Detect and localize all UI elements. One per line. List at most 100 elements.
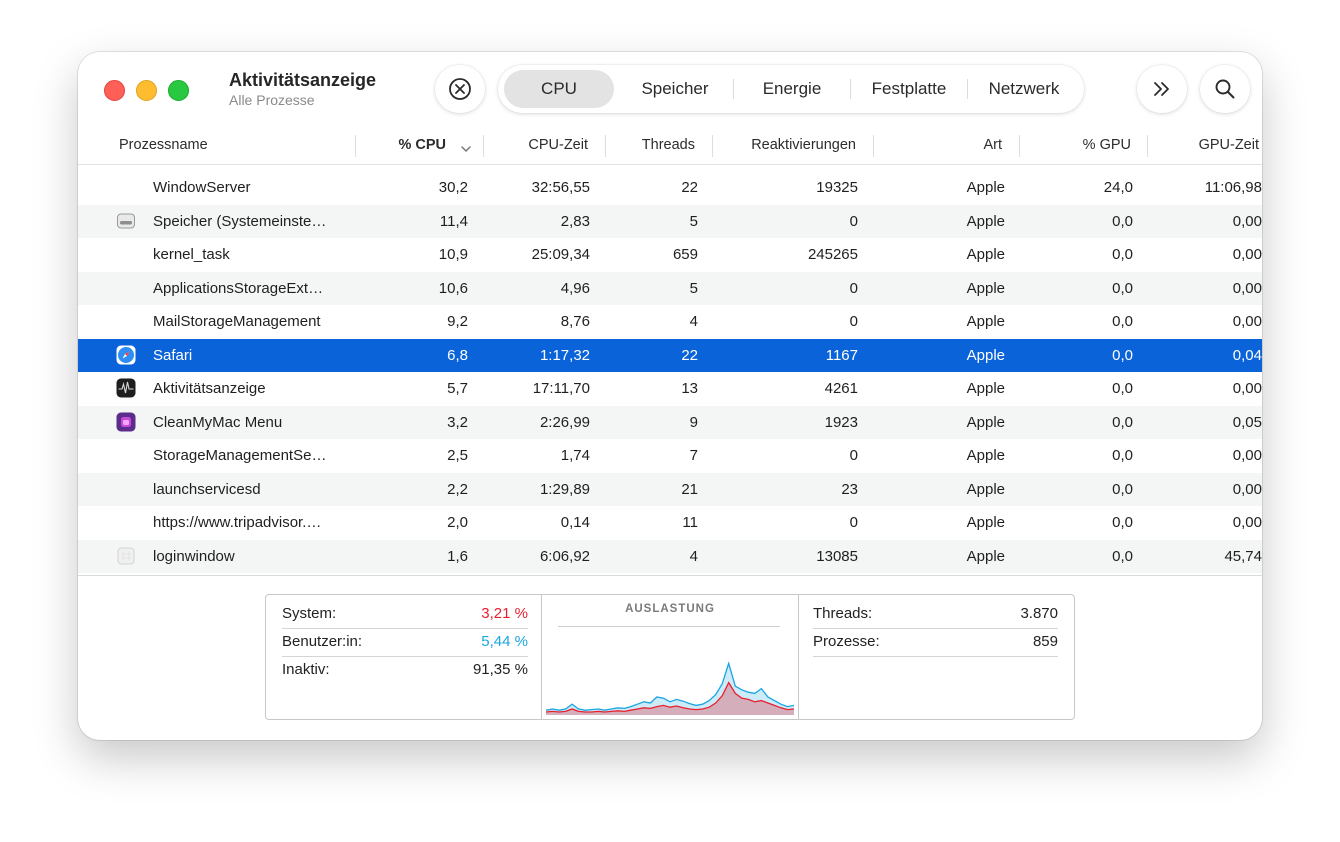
kind-cell: Apple [966,279,1005,297]
gpu-time-cell: 0,00 [1232,313,1262,330]
process-name-cell: ApplicationsStorageExt… [153,279,324,297]
table-row[interactable]: launchservicesd 2,2 1:29,89 21 23 Apple 0,0 0,0… [78,472,1262,506]
threads-cell: 11 [682,514,698,531]
table-row[interactable]: WindowServer 30,2 32:56,55 22 19325 Apple 24,0… [78,171,1262,205]
table-row[interactable]: ApplicationsStorageExt… 10,6 4,96 5 0 Apple 0,… [78,271,1262,305]
column-separator[interactable] [483,135,484,157]
column-header-cpu[interactable]: % CPU [398,137,446,153]
title-block: Aktivitätsanzeige Alle Prozesse [229,69,376,109]
process-name-cell: CleanMyMac Menu [153,413,283,431]
idle-stat: Inaktiv: 91,35 % [282,657,528,684]
column-separator[interactable] [712,135,713,157]
cpu-percent-cell: 30,2 [438,179,468,196]
column-header-cpu-time[interactable]: CPU-Zeit [528,137,588,153]
column-separator[interactable] [1019,135,1020,157]
close-window-button[interactable] [104,80,125,101]
cpu-time-cell: 2,83 [560,212,590,230]
column-header-threads[interactable]: Threads [641,137,695,153]
gpu-time-cell: 0,05 [1232,413,1262,431]
process-name-cell: kernel_task [153,246,230,263]
gpu-percent-cell: 24,0 [1103,179,1133,196]
user-label: Benutzer:in: [282,633,363,650]
load-chart: AUSLASTUNG [541,595,799,719]
process-name-cell: WindowServer [153,179,251,196]
cpu-percent-cell: 3,2 [447,413,468,431]
cpu-time-cell: 8,76 [560,313,590,330]
gpu-percent-cell: 0,0 [1112,480,1133,498]
tab-divider [733,79,734,99]
tab-festplatte[interactable]: Festplatte [871,79,947,98]
gpu-time-cell: 0,00 [1232,480,1262,498]
table-row[interactable]: Speicher (Systemeinste… 11,4 2,83 5 0 Apple 0,… [78,204,1262,238]
gpu-time-cell: 0,04 [1232,346,1262,364]
threads-value: 3.870 [1020,605,1058,622]
activity-monitor-icon [116,378,136,398]
table-row[interactable]: MailStorageManagement 9,2 8,76 4 0 Apple 0,0 0,… [78,305,1262,339]
table-row[interactable]: StorageManagementSe… 2,5 1,74 7 0 Apple 0,0 0,0… [78,439,1262,473]
zoom-window-button[interactable] [168,80,189,101]
column-header-kind[interactable]: Art [983,137,1002,153]
window-subtitle[interactable]: Alle Prozesse [229,92,315,108]
cpu-percent-cell: 1,6 [447,547,468,565]
cpu-percent-cell: 10,6 [438,279,468,297]
tab-netzwerk[interactable]: Netzwerk [988,79,1060,98]
table-row[interactable]: Safari 6,8 1:17,32 22 1167 Apple 0,0 0,04 [78,338,1262,372]
cpu-time-cell: 1,74 [560,447,590,464]
column-header-wakeups[interactable]: Reaktivierungen [751,137,856,153]
process-name-cell: loginwindow [153,547,235,565]
column-separator[interactable] [873,135,874,157]
table-row[interactable]: kernel_task 10,9 25:09,34 659 245265 Apple 0,0… [78,238,1262,272]
kind-cell: Apple [966,480,1005,498]
cpu-time-cell: 25:09,34 [531,246,590,263]
gpu-percent-cell: 0,0 [1112,212,1133,230]
cpu-percent-cell: 2,0 [447,514,468,531]
gpu-time-cell: 0,00 [1232,279,1262,297]
cpu-percent-cell: 9,2 [447,313,468,330]
wakeups-cell: 1923 [824,413,858,431]
gpu-percent-cell: 0,0 [1112,380,1133,397]
tab-energie[interactable]: Energie [762,79,822,98]
tab-cpu[interactable]: CPU [504,70,614,108]
threads-label: Threads: [813,605,873,622]
threads-cell: 22 [681,346,698,364]
column-separator[interactable] [355,135,356,157]
gpu-time-cell: 0,00 [1232,212,1262,230]
more-toolbar-items-button[interactable] [1137,65,1187,113]
user-value: 5,44 % [481,633,528,650]
column-separator[interactable] [605,135,606,157]
stop-process-button[interactable] [435,65,485,113]
process-name-cell: https://www.tripadvisor.… [153,514,322,531]
process-name-cell: Safari [153,346,193,364]
table-row[interactable]: CleanMyMac Menu 3,2 2:26,99 9 1923 Apple 0,0 0,… [78,405,1262,439]
process-table: WindowServer 30,2 32:56,55 22 19325 Apple 24,0… [78,171,1262,573]
threads-stat: Threads: 3.870 [813,601,1058,629]
cpu-time-cell: 0,14 [560,514,590,531]
cpu-time-cell: 17:11,70 [532,380,590,397]
gpu-percent-cell: 0,0 [1112,447,1133,464]
idle-value: 91,35 % [472,661,528,678]
table-row[interactable]: https://www.tripadvisor.… 2,0 0,14 11 0 Apple… [78,506,1262,540]
column-header-gpu[interactable]: % GPU [1082,137,1131,153]
wakeups-cell: 19325 [816,179,858,196]
search-button[interactable] [1200,65,1250,113]
threads-cell: 13 [681,380,698,397]
column-separator[interactable] [1147,135,1148,157]
table-row[interactable]: Aktivitätsanzeige 5,7 17:11,70 13 4261 Apple 0… [78,372,1262,406]
kind-cell: Apple [966,447,1005,464]
gpu-time-cell: 0,00 [1232,447,1262,464]
cpu-percent-cell: 5,7 [447,380,468,397]
kind-cell: Apple [966,547,1005,565]
column-header-gpu-time[interactable]: GPU-Zeit [1198,137,1259,153]
threads-cell: 5 [689,212,698,230]
threads-cell: 4 [689,547,698,565]
process-name-cell: launchservicesd [153,480,261,498]
process-name-cell: Speicher (Systemeinste… [153,212,327,230]
tab-speicher[interactable]: Speicher [641,79,709,98]
user-stat: Benutzer:in: 5,44 % [282,629,528,657]
wakeups-cell: 0 [849,212,858,230]
minimize-window-button[interactable] [136,80,157,101]
column-header-process-name[interactable]: Prozessname [119,137,208,153]
table-row[interactable]: loginwindow 1,6 6:06,92 4 13085 Apple 0,0 45,74 [78,539,1262,573]
gpu-percent-cell: 0,0 [1112,346,1133,364]
wakeups-cell: 0 [849,313,858,330]
